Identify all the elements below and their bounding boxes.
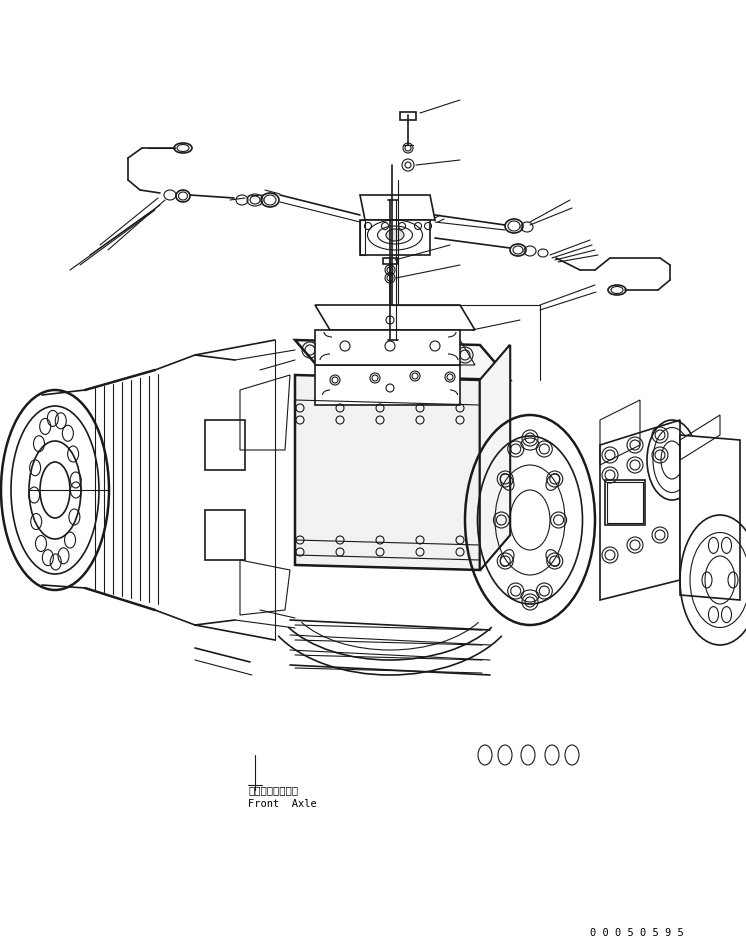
Ellipse shape: [386, 229, 404, 241]
Polygon shape: [315, 330, 460, 365]
Bar: [607, 482, 643, 523]
Polygon shape: [295, 340, 510, 380]
Polygon shape: [480, 345, 510, 570]
Polygon shape: [680, 435, 740, 600]
Polygon shape: [360, 195, 435, 220]
Polygon shape: [295, 375, 480, 570]
Text: 0 0 0 5 0 5 9 5: 0 0 0 5 0 5 9 5: [590, 928, 684, 938]
Polygon shape: [600, 420, 680, 600]
Polygon shape: [480, 345, 510, 570]
Polygon shape: [360, 220, 430, 255]
Polygon shape: [315, 305, 475, 330]
Text: フロントアクスル: フロントアクスル: [248, 785, 298, 795]
Polygon shape: [315, 365, 460, 405]
Bar: [205, 510, 245, 560]
Bar: [400, 112, 416, 120]
Text: Front  Axle: Front Axle: [248, 799, 317, 809]
Bar: [383, 258, 398, 264]
Bar: [605, 480, 645, 525]
Bar: [205, 420, 245, 470]
